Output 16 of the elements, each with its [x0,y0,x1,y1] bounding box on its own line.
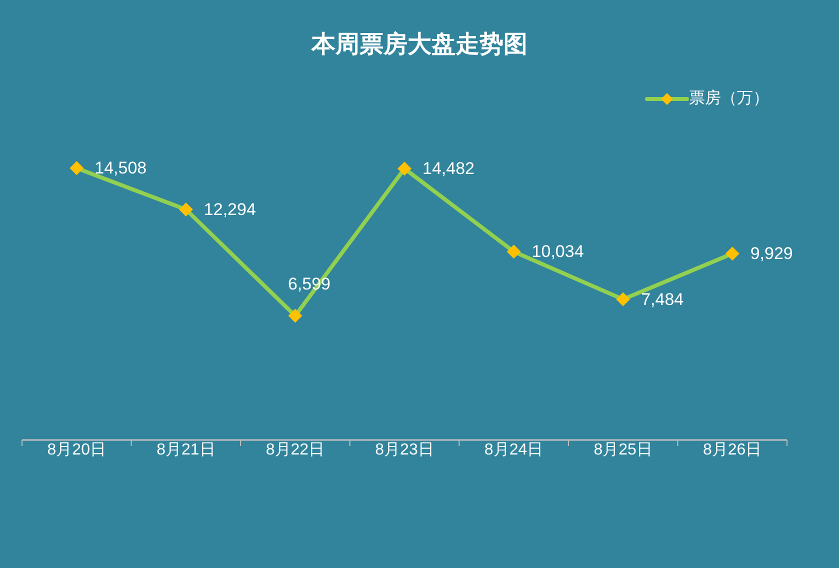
data-label: 14,482 [422,159,474,178]
x-tick-label: 8月22日 [266,441,325,458]
data-label: 9,929 [750,244,793,264]
legend-label: 票房（万） [689,88,769,109]
x-tick-label: 8月24日 [484,441,544,458]
data-label: 14,508 [94,158,147,178]
x-tick-label: 8月20日 [47,441,106,458]
x-tick-label: 8月26日 [703,441,762,458]
data-label: 7,484 [641,290,684,309]
data-label: 10,034 [532,242,584,262]
x-tick-label: 8月21日 [156,441,216,458]
data-label: 6,599 [288,274,330,294]
x-tick-label: 8月25日 [594,441,652,458]
chart-title: 本周票房大盘走势图 [310,30,528,60]
x-tick-label: 8月23日 [375,441,434,458]
data-label: 12,294 [204,200,256,219]
